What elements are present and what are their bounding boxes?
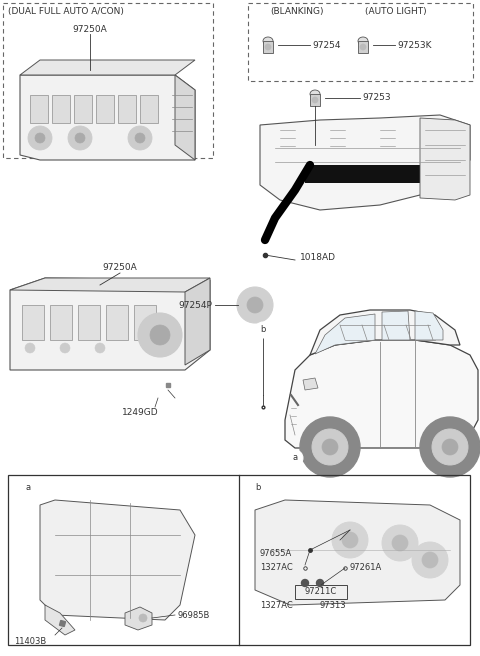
Circle shape [287, 450, 303, 466]
Ellipse shape [310, 90, 320, 98]
Polygon shape [310, 94, 320, 106]
Polygon shape [382, 311, 410, 340]
Circle shape [332, 522, 368, 558]
Circle shape [139, 614, 147, 622]
Polygon shape [263, 41, 273, 53]
Bar [30, 95, 48, 123]
Bar [305, 165, 425, 183]
Polygon shape [255, 500, 460, 605]
Text: 97253: 97253 [362, 94, 391, 102]
Circle shape [128, 126, 152, 150]
Text: 97250A: 97250A [72, 25, 108, 34]
Circle shape [420, 417, 480, 477]
Text: b: b [255, 483, 261, 491]
Circle shape [35, 133, 45, 143]
Circle shape [301, 579, 309, 586]
Text: 97253K: 97253K [397, 41, 432, 49]
Text: 1018AD: 1018AD [300, 253, 336, 262]
Polygon shape [260, 115, 470, 210]
Circle shape [135, 133, 145, 143]
Bar [134, 305, 156, 340]
Polygon shape [40, 500, 195, 620]
Circle shape [312, 429, 348, 465]
Polygon shape [45, 605, 75, 635]
Text: 1249GD: 1249GD [122, 408, 158, 417]
Bar [248, 3, 473, 81]
Text: 97655A: 97655A [260, 548, 292, 558]
Polygon shape [10, 278, 210, 370]
Circle shape [255, 322, 271, 338]
Circle shape [20, 479, 36, 495]
Polygon shape [358, 41, 368, 53]
Circle shape [75, 133, 85, 143]
Bar [118, 95, 136, 123]
Circle shape [316, 579, 324, 586]
Circle shape [382, 525, 418, 561]
Text: b: b [260, 325, 266, 335]
Bar [295, 585, 347, 599]
Circle shape [360, 44, 366, 50]
Circle shape [68, 126, 92, 150]
Circle shape [25, 343, 35, 353]
Polygon shape [415, 311, 443, 340]
Polygon shape [285, 340, 478, 448]
Circle shape [342, 532, 358, 548]
Polygon shape [125, 607, 152, 630]
Circle shape [250, 479, 266, 495]
Text: 97261A: 97261A [350, 564, 382, 573]
Circle shape [312, 97, 318, 103]
Bar [74, 95, 92, 123]
Text: 97254: 97254 [312, 41, 340, 49]
Bar [52, 95, 70, 123]
Polygon shape [420, 118, 470, 200]
Text: 97250A: 97250A [103, 263, 137, 272]
Circle shape [392, 535, 408, 551]
Circle shape [432, 429, 468, 465]
Polygon shape [175, 75, 195, 160]
Circle shape [322, 439, 338, 455]
Polygon shape [310, 310, 460, 355]
Text: (AUTO LIGHT): (AUTO LIGHT) [365, 7, 427, 16]
Circle shape [422, 552, 438, 568]
Circle shape [95, 343, 105, 353]
Polygon shape [20, 75, 195, 160]
Polygon shape [315, 314, 375, 354]
Text: a: a [25, 483, 31, 491]
Bar [3, 3, 213, 158]
Circle shape [247, 297, 263, 313]
Bar [22, 305, 44, 340]
Ellipse shape [263, 37, 273, 45]
Polygon shape [20, 60, 195, 75]
Text: (BLANKING): (BLANKING) [270, 7, 324, 16]
Polygon shape [185, 278, 210, 365]
Bar [8, 475, 470, 645]
Text: 97313: 97313 [320, 600, 347, 609]
Polygon shape [303, 378, 318, 390]
Circle shape [150, 325, 170, 345]
Circle shape [138, 313, 182, 357]
Circle shape [237, 287, 273, 323]
Bar [96, 95, 114, 123]
Text: 96985B: 96985B [177, 611, 209, 619]
Text: 97254P: 97254P [178, 300, 212, 310]
Polygon shape [10, 278, 210, 292]
Text: 11403B: 11403B [14, 637, 46, 646]
Bar [140, 95, 158, 123]
Text: 1327AC: 1327AC [260, 564, 293, 573]
Text: a: a [292, 453, 298, 462]
Text: (DUAL FULL AUTO A/CON): (DUAL FULL AUTO A/CON) [8, 7, 124, 16]
Ellipse shape [358, 37, 368, 45]
Bar [50, 305, 72, 340]
Circle shape [300, 417, 360, 477]
Circle shape [28, 126, 52, 150]
Circle shape [60, 343, 70, 353]
Text: 1327AC: 1327AC [260, 600, 293, 609]
Bar [78, 305, 100, 340]
Circle shape [442, 439, 458, 455]
Bar [106, 305, 128, 340]
Circle shape [412, 542, 448, 578]
Text: 97211C: 97211C [305, 588, 337, 596]
Circle shape [265, 44, 271, 50]
